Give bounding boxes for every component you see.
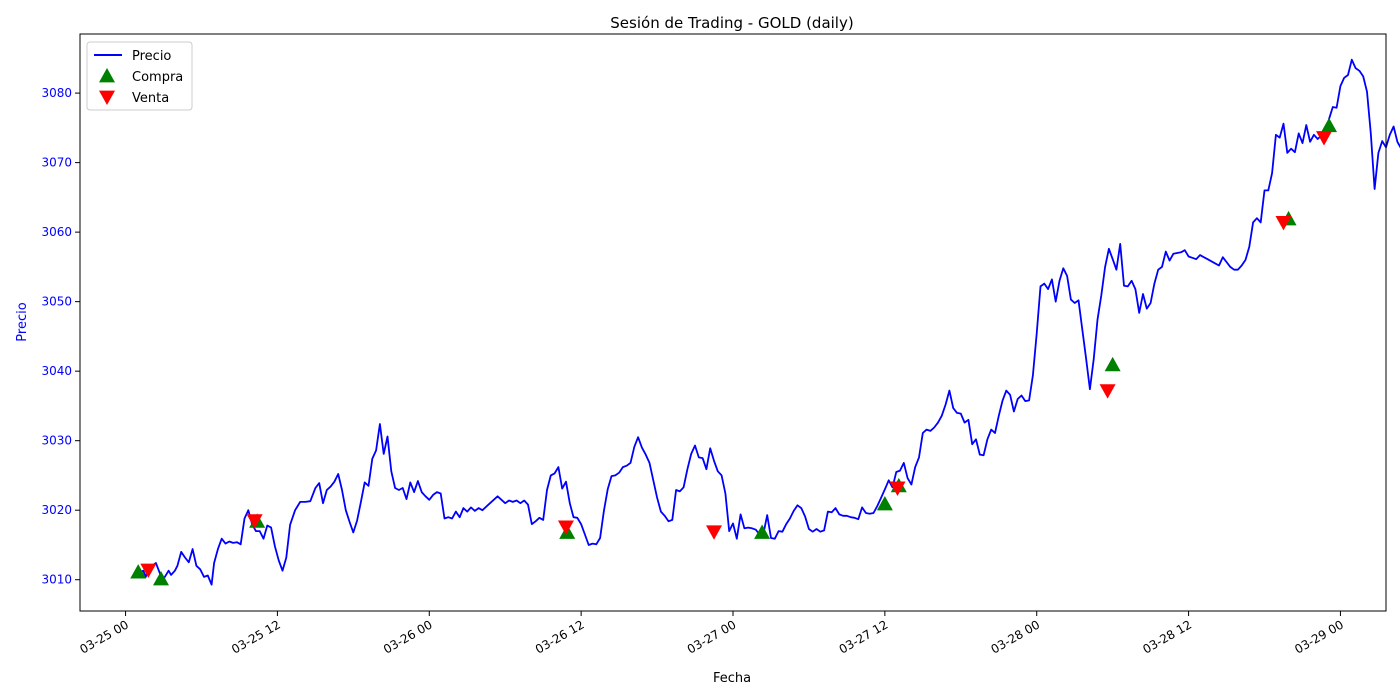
legend-swatch-buy <box>99 68 115 83</box>
sell-marker <box>1315 131 1332 146</box>
y-tick-label: 3080 <box>41 86 72 100</box>
x-axis-label: Fecha <box>713 671 751 686</box>
y-tick-label: 3040 <box>41 364 72 378</box>
y-tick-label: 3060 <box>41 225 72 239</box>
legend-label: Precio <box>132 49 171 64</box>
y-tick-label: 3050 <box>41 295 72 309</box>
legend-swatch-sell <box>99 90 115 105</box>
sell-marker <box>557 520 574 535</box>
buy-marker <box>1104 356 1121 372</box>
y-tick-label: 3010 <box>41 573 72 587</box>
y-axis-label: Precio <box>15 302 30 341</box>
y-axis: 3010 3020 3030 3040 3050 3060 3070 3080 <box>41 86 80 587</box>
sell-marker <box>1099 384 1116 399</box>
sell-marker <box>889 481 906 496</box>
legend-label: Venta <box>132 91 169 106</box>
buy-marker <box>876 495 893 511</box>
buy-marker <box>130 564 147 579</box>
legend-label: Compra <box>132 70 183 85</box>
sell-marker <box>246 514 263 529</box>
buy-marker <box>152 571 169 586</box>
buy-marker <box>1321 117 1338 133</box>
buy-marker <box>754 524 771 539</box>
sell-marker <box>706 525 723 540</box>
y-tick-label: 3020 <box>41 503 72 517</box>
y-tick-label: 3070 <box>41 156 72 170</box>
legend: Precio Compra Venta <box>86 41 193 111</box>
y-tick-label: 3030 <box>41 434 72 448</box>
sell-marker <box>140 563 157 578</box>
sell-marker <box>1275 215 1292 231</box>
chart-title: Sesión de Trading - GOLD (daily) <box>610 14 853 32</box>
